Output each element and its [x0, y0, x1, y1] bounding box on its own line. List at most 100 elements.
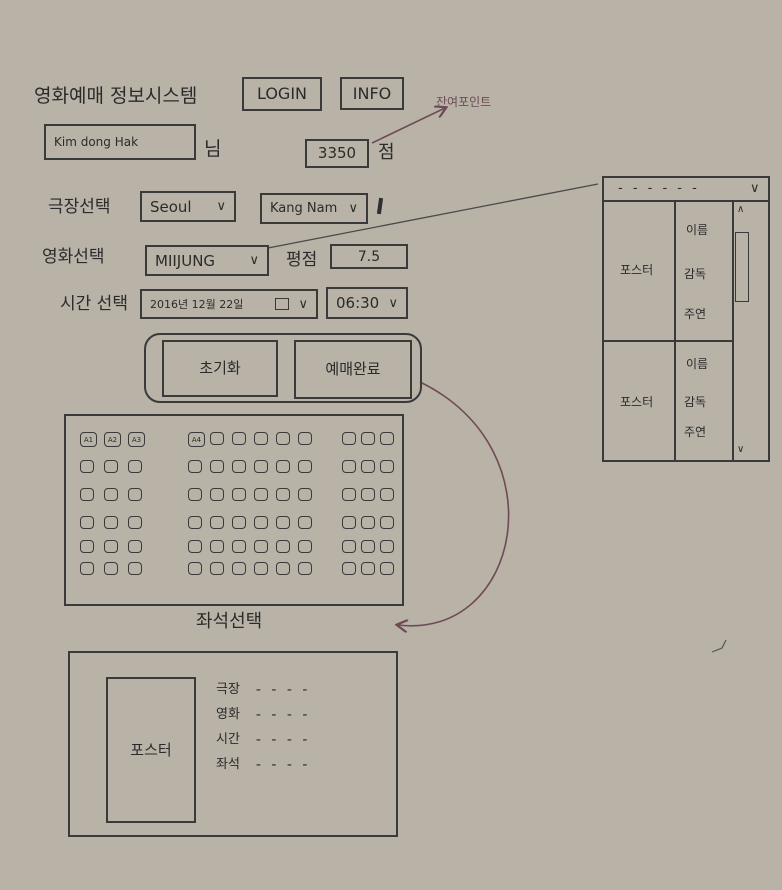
movie-list-item[interactable]: 포스터 이름 감독 주연	[604, 204, 732, 340]
login-button[interactable]: LOGIN	[242, 77, 322, 111]
movie-select[interactable]: MIIJUNG ∨	[145, 245, 269, 276]
city-select[interactable]: Seoul ∨	[140, 191, 236, 222]
seat[interactable]	[232, 540, 246, 553]
scrollbar-thumb[interactable]	[735, 232, 749, 302]
seat[interactable]	[80, 562, 94, 575]
seat[interactable]	[361, 540, 375, 553]
seat[interactable]	[254, 540, 268, 553]
seat[interactable]	[210, 516, 224, 529]
dropdown-header[interactable]: - - - - - - ∨	[604, 178, 768, 202]
seat[interactable]	[232, 432, 246, 445]
seat[interactable]	[380, 488, 394, 501]
seat[interactable]	[128, 488, 142, 501]
seat[interactable]	[210, 562, 224, 575]
seat[interactable]	[188, 460, 202, 473]
seat[interactable]	[298, 432, 312, 445]
seat[interactable]	[254, 516, 268, 529]
complete-to-seat-arrow	[398, 381, 510, 626]
seat[interactable]	[380, 432, 394, 445]
seat[interactable]	[342, 562, 356, 575]
seat[interactable]	[298, 540, 312, 553]
seat[interactable]	[188, 488, 202, 501]
username-field: Kim dong Hak	[44, 124, 196, 160]
seat[interactable]	[276, 488, 290, 501]
seat[interactable]	[298, 516, 312, 529]
seat[interactable]	[104, 460, 118, 473]
seat[interactable]	[276, 540, 290, 553]
summary-row-seat: 좌석 - - - -	[216, 758, 310, 783]
date-select[interactable]: 2016년 12월 22일 ∨	[140, 289, 318, 319]
city-select-value: Seoul	[150, 197, 192, 216]
seat[interactable]: A2	[104, 432, 121, 447]
seat[interactable]	[104, 488, 118, 501]
seat[interactable]	[188, 516, 202, 529]
seat[interactable]: A1	[80, 432, 97, 447]
dropdown-scrollbar[interactable]: ∧ ∨	[732, 202, 750, 460]
seat[interactable]	[342, 516, 356, 529]
seat[interactable]	[361, 562, 375, 575]
chevron-down-icon: ∨	[388, 295, 398, 311]
seat[interactable]	[128, 460, 142, 473]
seat[interactable]	[254, 488, 268, 501]
seat[interactable]	[254, 460, 268, 473]
seat[interactable]	[298, 562, 312, 575]
seat[interactable]	[210, 460, 224, 473]
summary-row-time: 시간 - - - -	[216, 733, 310, 758]
seat[interactable]	[80, 460, 94, 473]
seat[interactable]	[342, 460, 356, 473]
time-label: 시간 선택	[60, 294, 128, 314]
summary-row-movie: 영화 - - - -	[216, 708, 310, 733]
seat[interactable]	[104, 516, 118, 529]
seat[interactable]	[104, 562, 118, 575]
date-select-value: 2016년 12월 22일	[150, 298, 244, 311]
seat[interactable]	[254, 562, 268, 575]
seat[interactable]	[210, 540, 224, 553]
seat[interactable]	[342, 488, 356, 501]
seat[interactable]	[128, 516, 142, 529]
theater-label: 극장선택	[48, 197, 111, 217]
seat[interactable]	[104, 540, 118, 553]
reset-button[interactable]: 초기화	[162, 340, 278, 397]
seat[interactable]: A4	[188, 432, 205, 447]
seat[interactable]	[128, 562, 142, 575]
seat[interactable]	[128, 540, 142, 553]
seat[interactable]	[276, 460, 290, 473]
scroll-down-icon[interactable]: ∨	[737, 444, 745, 455]
seat[interactable]: A3	[128, 432, 145, 447]
seat[interactable]	[232, 562, 246, 575]
seat[interactable]	[298, 460, 312, 473]
seat[interactable]	[276, 562, 290, 575]
seat[interactable]	[80, 488, 94, 501]
time-select[interactable]: 06:30 ∨	[326, 287, 408, 319]
scroll-up-icon[interactable]: ∧	[737, 204, 745, 215]
seat[interactable]	[380, 460, 394, 473]
seat[interactable]	[80, 540, 94, 553]
movie-list-item[interactable]: 포스터 이름 감독 주연	[604, 342, 732, 460]
seat[interactable]	[298, 488, 312, 501]
seat[interactable]	[361, 488, 375, 501]
seat[interactable]	[276, 432, 290, 445]
seat[interactable]	[232, 488, 246, 501]
seat[interactable]	[342, 540, 356, 553]
seat[interactable]	[188, 540, 202, 553]
complete-booking-button[interactable]: 예매완료	[294, 340, 412, 399]
seat[interactable]	[380, 516, 394, 529]
seat[interactable]	[342, 432, 356, 445]
seat[interactable]	[210, 432, 224, 445]
branch-select[interactable]: Kang Nam ∨	[260, 193, 368, 224]
seat[interactable]	[254, 432, 268, 445]
seat[interactable]	[380, 562, 394, 575]
summary-row-value: - - - -	[255, 732, 311, 748]
seat[interactable]	[210, 488, 224, 501]
seat[interactable]	[276, 516, 290, 529]
seat[interactable]	[188, 562, 202, 575]
seat[interactable]	[232, 516, 246, 529]
seat[interactable]	[361, 432, 375, 445]
seat[interactable]	[232, 460, 246, 473]
seat[interactable]	[80, 516, 94, 529]
seat[interactable]	[361, 516, 375, 529]
rating-label: 평점	[286, 250, 318, 270]
seat[interactable]	[361, 460, 375, 473]
seat[interactable]	[380, 540, 394, 553]
info-button[interactable]: INFO	[340, 77, 404, 110]
